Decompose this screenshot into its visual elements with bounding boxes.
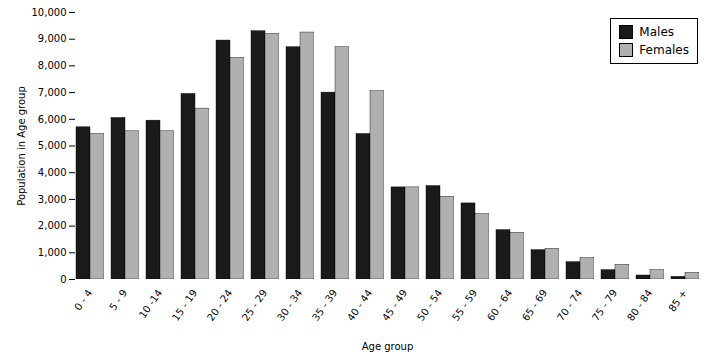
svg-text:2,000: 2,000 [38, 220, 67, 231]
svg-text:Population in Age group: Population in Age group [16, 86, 27, 206]
html-text:Females: Females [639, 43, 689, 57]
svg-text:30 - 34: 30 - 34 [275, 287, 304, 322]
svg-text:0 - 4: 0 - 4 [72, 287, 94, 312]
svg-text:80 - 84: 80 - 84 [625, 287, 654, 322]
svg-text:5,000: 5,000 [38, 140, 67, 151]
svg-text:40 - 44: 40 - 44 [345, 287, 374, 322]
svg-text:10,000: 10,000 [32, 7, 67, 18]
svg-text:35 - 39: 35 - 39 [310, 287, 339, 322]
svg-text:55 - 59: 55 - 59 [450, 287, 479, 322]
svg-text:7,000: 7,000 [38, 87, 67, 98]
svg-text:75 - 79: 75 - 79 [590, 287, 619, 322]
svg-text:6,000: 6,000 [38, 114, 67, 125]
svg-text:20 - 24: 20 - 24 [205, 287, 234, 322]
svg-text:1,000: 1,000 [38, 247, 67, 258]
svg-text:9,000: 9,000 [38, 33, 67, 44]
svg-text:5 - 9: 5 - 9 [107, 287, 129, 312]
svg-text:60 - 64: 60 - 64 [485, 287, 514, 322]
svg-text:15 - 19: 15 - 19 [170, 287, 199, 322]
svg-text:85 +: 85 + [666, 287, 689, 313]
svg-text:3,000: 3,000 [38, 194, 67, 205]
svg-text:70 - 74: 70 - 74 [555, 287, 584, 322]
svg-text:25 - 29: 25 - 29 [240, 287, 269, 322]
html-text:Males: Males [639, 25, 674, 39]
svg-text:8,000: 8,000 [38, 60, 67, 71]
svg-text:45 - 49: 45 - 49 [380, 287, 409, 322]
svg-text:4,000: 4,000 [38, 167, 67, 178]
svg-text:65 - 69: 65 - 69 [520, 287, 549, 322]
svg-text:Age group: Age group [362, 341, 414, 352]
svg-text:0: 0 [60, 274, 66, 285]
svg-text:50 - 54: 50 - 54 [415, 287, 444, 322]
svg-text:10 -14: 10 -14 [137, 287, 165, 320]
